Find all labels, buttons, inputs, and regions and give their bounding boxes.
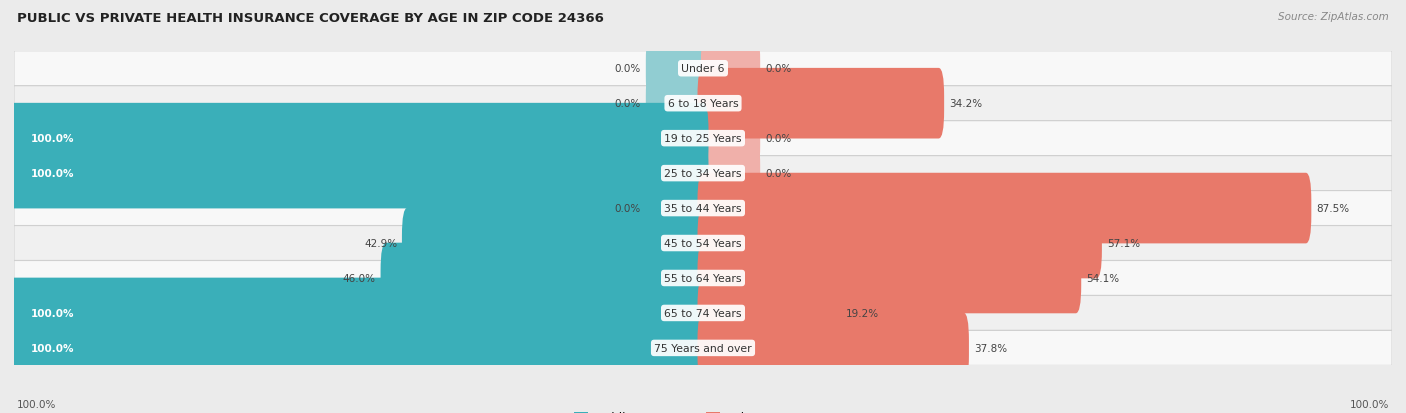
Text: 45 to 54 Years: 45 to 54 Years xyxy=(664,238,742,249)
FancyBboxPatch shape xyxy=(14,86,1392,121)
Text: 0.0%: 0.0% xyxy=(614,64,641,74)
FancyBboxPatch shape xyxy=(14,52,1392,86)
Text: 54.1%: 54.1% xyxy=(1085,273,1119,283)
FancyBboxPatch shape xyxy=(14,331,1392,366)
Text: 0.0%: 0.0% xyxy=(614,204,641,214)
Text: 100.0%: 100.0% xyxy=(31,169,75,179)
FancyBboxPatch shape xyxy=(697,243,1081,313)
Text: 75 Years and over: 75 Years and over xyxy=(654,343,752,353)
Text: PUBLIC VS PRIVATE HEALTH INSURANCE COVERAGE BY AGE IN ZIP CODE 24366: PUBLIC VS PRIVATE HEALTH INSURANCE COVER… xyxy=(17,12,603,25)
Text: 55 to 64 Years: 55 to 64 Years xyxy=(664,273,742,283)
Text: 0.0%: 0.0% xyxy=(765,134,792,144)
FancyBboxPatch shape xyxy=(645,173,704,244)
FancyBboxPatch shape xyxy=(645,34,704,104)
FancyBboxPatch shape xyxy=(14,296,1392,331)
Text: 87.5%: 87.5% xyxy=(1316,204,1350,214)
Text: 19 to 25 Years: 19 to 25 Years xyxy=(664,134,742,144)
Text: 34.2%: 34.2% xyxy=(949,99,981,109)
Text: 37.8%: 37.8% xyxy=(974,343,1007,353)
Text: 19.2%: 19.2% xyxy=(845,308,879,318)
Text: 100.0%: 100.0% xyxy=(31,134,75,144)
FancyBboxPatch shape xyxy=(14,191,1392,226)
Text: 42.9%: 42.9% xyxy=(364,238,396,249)
FancyBboxPatch shape xyxy=(14,226,1392,261)
Text: Under 6: Under 6 xyxy=(682,64,724,74)
FancyBboxPatch shape xyxy=(8,104,709,174)
Text: 100.0%: 100.0% xyxy=(31,343,75,353)
Text: 57.1%: 57.1% xyxy=(1107,238,1140,249)
FancyBboxPatch shape xyxy=(645,69,704,139)
Text: 0.0%: 0.0% xyxy=(765,64,792,74)
FancyBboxPatch shape xyxy=(697,313,969,383)
FancyBboxPatch shape xyxy=(381,243,709,313)
FancyBboxPatch shape xyxy=(14,156,1392,191)
FancyBboxPatch shape xyxy=(702,34,761,104)
FancyBboxPatch shape xyxy=(8,313,709,383)
FancyBboxPatch shape xyxy=(697,278,841,349)
FancyBboxPatch shape xyxy=(8,138,709,209)
Text: 6 to 18 Years: 6 to 18 Years xyxy=(668,99,738,109)
FancyBboxPatch shape xyxy=(702,138,761,209)
Text: 100.0%: 100.0% xyxy=(31,308,75,318)
FancyBboxPatch shape xyxy=(14,261,1392,296)
FancyBboxPatch shape xyxy=(402,208,709,279)
FancyBboxPatch shape xyxy=(697,69,945,139)
Text: 35 to 44 Years: 35 to 44 Years xyxy=(664,204,742,214)
Text: 25 to 34 Years: 25 to 34 Years xyxy=(664,169,742,179)
FancyBboxPatch shape xyxy=(8,278,709,349)
Text: 100.0%: 100.0% xyxy=(1350,399,1389,409)
Text: 100.0%: 100.0% xyxy=(17,399,56,409)
FancyBboxPatch shape xyxy=(697,173,1312,244)
FancyBboxPatch shape xyxy=(702,104,761,174)
Text: Source: ZipAtlas.com: Source: ZipAtlas.com xyxy=(1278,12,1389,22)
Legend: Public Insurance, Private Insurance: Public Insurance, Private Insurance xyxy=(569,406,837,413)
Text: 0.0%: 0.0% xyxy=(614,99,641,109)
Text: 46.0%: 46.0% xyxy=(343,273,375,283)
FancyBboxPatch shape xyxy=(14,121,1392,156)
Text: 65 to 74 Years: 65 to 74 Years xyxy=(664,308,742,318)
Text: 0.0%: 0.0% xyxy=(765,169,792,179)
FancyBboxPatch shape xyxy=(697,208,1102,279)
